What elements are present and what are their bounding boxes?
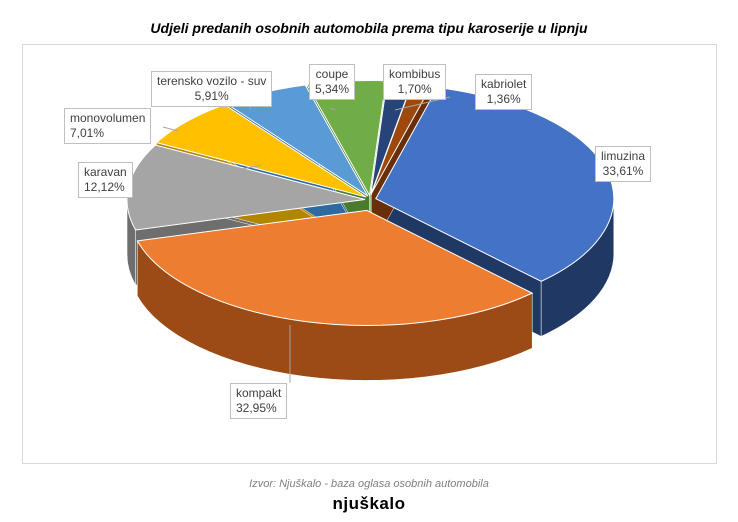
pie-tops [126, 79, 615, 326]
slice-kompakt [136, 209, 534, 326]
leader-line [162, 126, 179, 132]
label-name: terensko vozilo - suv [157, 74, 267, 88]
label-value: 32,95% [236, 401, 277, 415]
label-name: kombibus [389, 67, 441, 81]
label-name: karavan [84, 165, 127, 179]
label-value: 33,61% [602, 164, 644, 178]
label-name: limuzina [601, 149, 646, 163]
data-label-monovolumen: monovolumen 7,01% [64, 108, 152, 144]
data-label-kompakt: kompakt 32,95% [230, 383, 288, 419]
label-value: 1,36% [486, 92, 521, 106]
source-note: Izvor: Njuškalo - baza oglasa osobnih au… [249, 478, 489, 490]
data-label-kombibus: kombibus 1,70% [383, 64, 447, 100]
data-label-kabriolet: kabriolet 1,36% [475, 74, 533, 110]
chart-frame [22, 44, 717, 464]
njuskalo-logo: njuškalo [332, 494, 406, 513]
label-value: 5,34% [315, 82, 350, 96]
label-value: 1,70% [397, 82, 432, 96]
leader-line [329, 107, 336, 111]
label-name: monovolumen [70, 111, 146, 125]
data-label-limuzina: limuzina 33,61% [595, 146, 652, 182]
data-label-coupe: coupe 5,34% [309, 64, 356, 100]
chart-title: Udjeli predanih osobnih automobila prema… [150, 20, 588, 36]
label-name: kompakt [236, 386, 282, 400]
label-name: kabriolet [481, 77, 527, 91]
label-value: 12,12% [84, 180, 125, 194]
label-value: 7,01% [70, 126, 105, 140]
data-label-karavan: karavan 12,12% [78, 162, 133, 198]
leader-line [236, 164, 263, 171]
label-value: 5,91% [194, 89, 229, 103]
data-label-suv: terensko vozilo - suv 5,91% [151, 71, 273, 107]
label-name: coupe [315, 67, 349, 81]
